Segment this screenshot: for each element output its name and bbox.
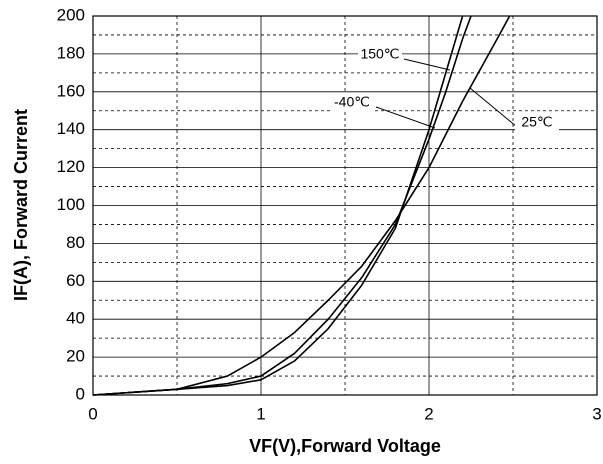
- x-tick-label: 0: [88, 404, 97, 423]
- y-tick-label: 60: [66, 271, 85, 290]
- callout-arrow: [375, 106, 436, 129]
- series-label: 150℃: [360, 46, 399, 62]
- x-tick-label: 1: [256, 404, 265, 423]
- y-tick-label: 40: [66, 309, 85, 328]
- label-bg: [358, 46, 402, 64]
- x-tick-label: 2: [424, 404, 433, 423]
- callout-arrow: [403, 58, 451, 71]
- series-line: [92, 15, 472, 396]
- label-bg: [515, 114, 559, 132]
- y-tick-label: 100: [57, 195, 85, 214]
- label-bg: [330, 94, 374, 112]
- y-tick-label: 0: [76, 384, 85, 403]
- y-tick-label: 20: [66, 347, 85, 366]
- callout-arrow: [469, 87, 518, 128]
- y-tick-label: 180: [57, 43, 85, 62]
- x-tick-label: 3: [592, 404, 601, 423]
- y-tick-label: 140: [57, 119, 85, 138]
- y-axis-label: IF(A), Forward Current: [11, 109, 31, 301]
- x-axis-label: VF(V),Forward Voltage: [249, 436, 441, 456]
- y-tick-label: 200: [57, 5, 85, 24]
- plot-frame: [92, 15, 598, 396]
- series-line: [92, 15, 511, 396]
- y-tick-label: 160: [57, 81, 85, 100]
- y-tick-label: 120: [57, 157, 85, 176]
- y-tick-label: 80: [66, 233, 85, 252]
- series-label: 25℃: [521, 114, 552, 130]
- series-label: -40℃: [334, 94, 370, 110]
- series-line: [92, 15, 464, 396]
